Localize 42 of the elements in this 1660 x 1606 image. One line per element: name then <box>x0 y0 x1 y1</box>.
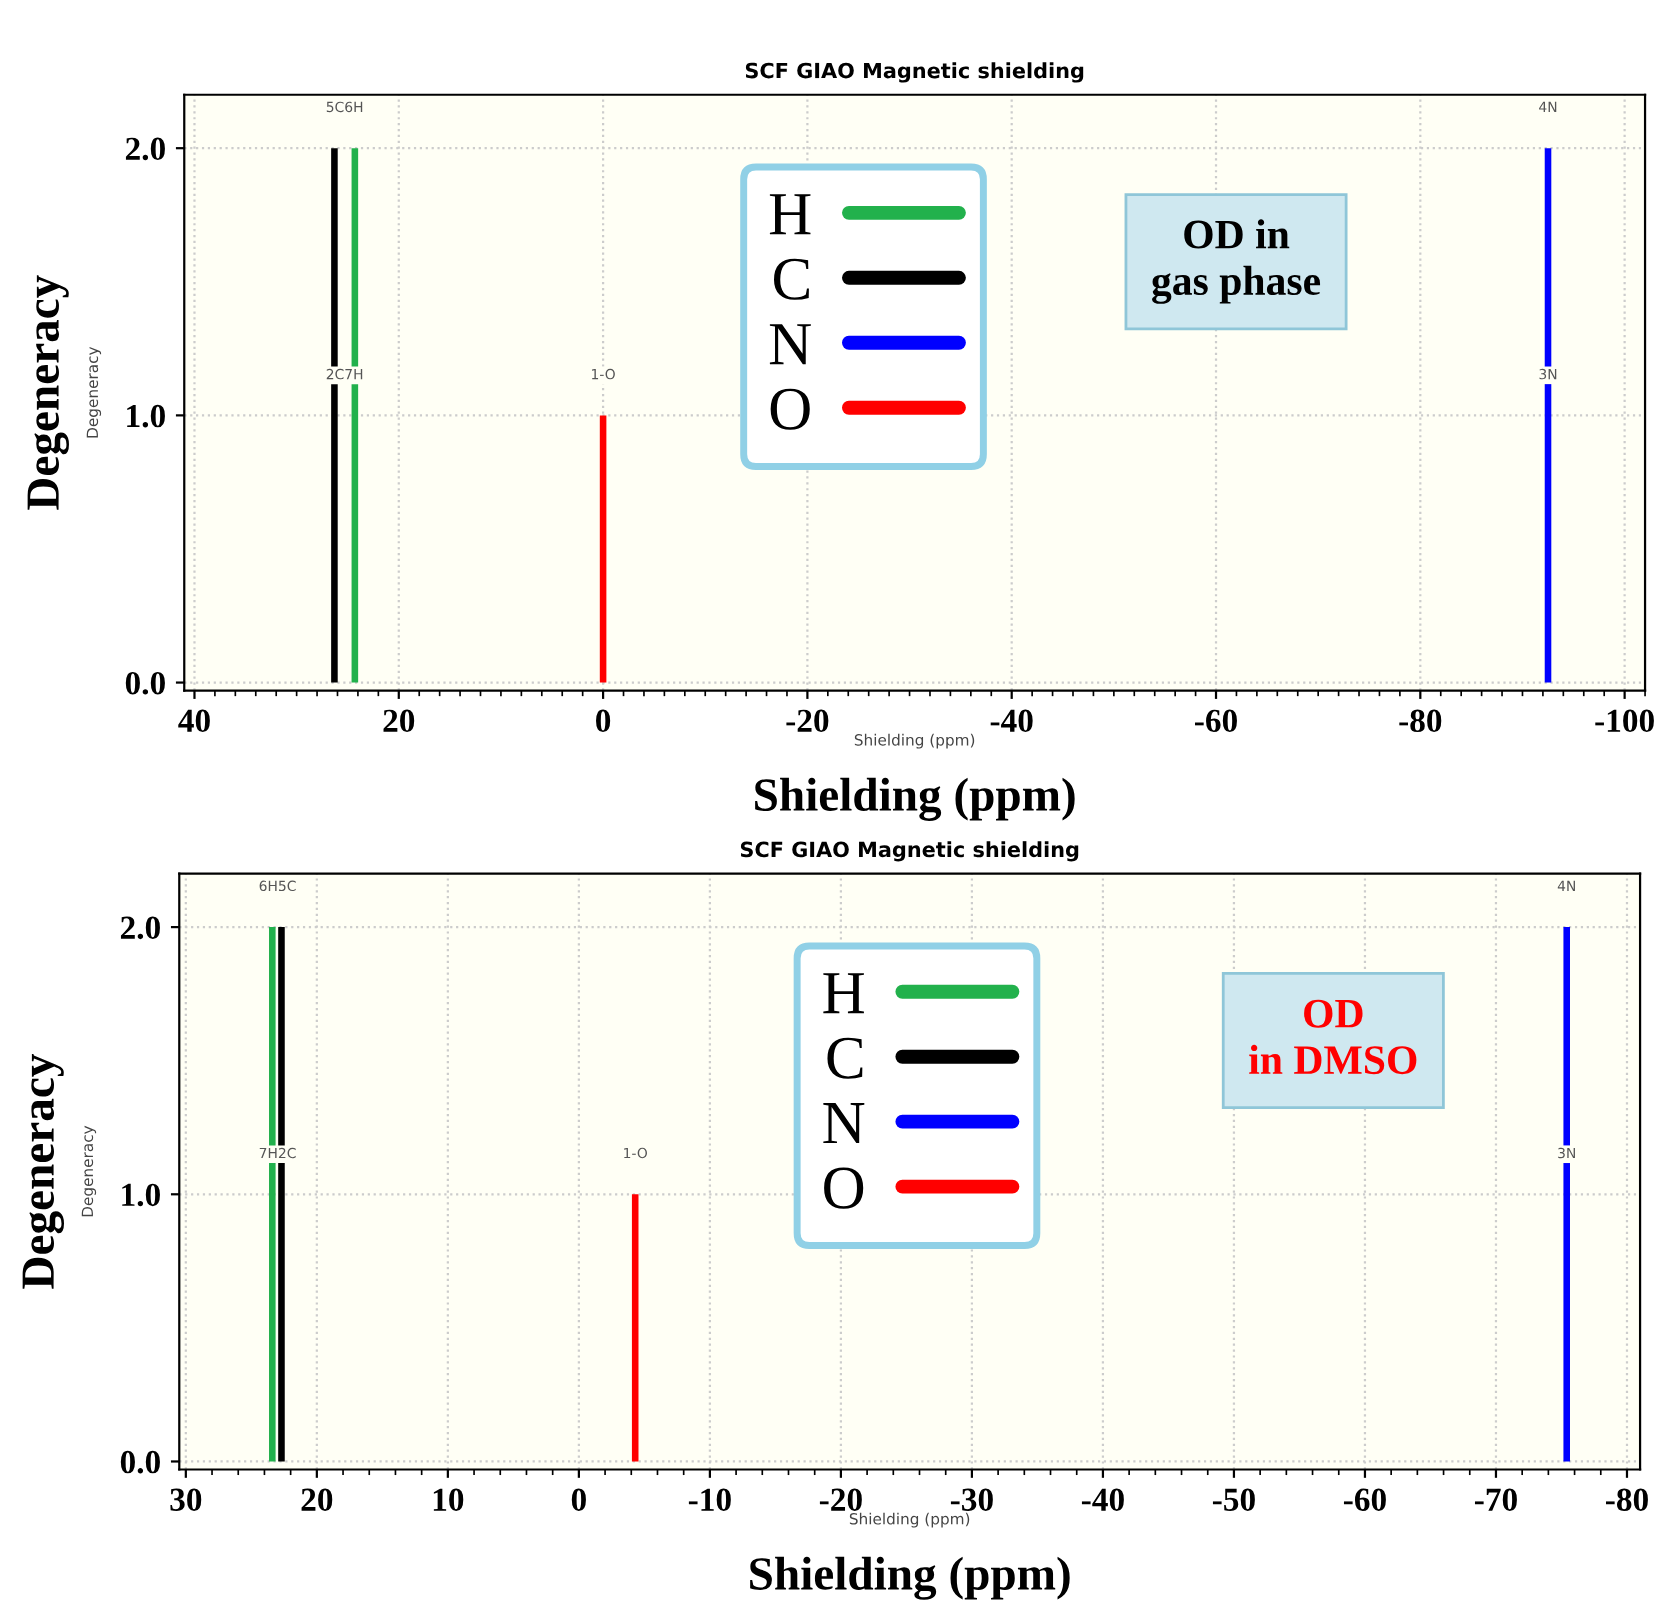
annotation: OD in gas phase <box>1152 219 1321 304</box>
y-axis-title: Degeneracy <box>27 275 69 510</box>
x-tick-label: -70 <box>1474 1488 1517 1511</box>
x-axis-title: Shielding (ppm) <box>755 777 1075 821</box>
x-tick-label: -60 <box>1343 1488 1386 1511</box>
x-tick-label: -80 <box>1605 1488 1648 1511</box>
x-tick-label: 0 <box>571 1488 586 1511</box>
legend-label: H <box>769 194 811 235</box>
x-tick-label: -40 <box>1081 1488 1124 1511</box>
x-tick-label: -20 <box>786 709 829 733</box>
x-tick-label: -100 <box>1595 709 1654 733</box>
x-tick-label: 40 <box>178 709 210 733</box>
chart-title: SCF GIAO Magnetic shielding <box>745 62 1084 83</box>
x-tick-label: 0 <box>596 709 611 733</box>
legend-label: O <box>770 388 810 430</box>
x-tick-label: -20 <box>819 1488 862 1511</box>
x-axis-title: Shielding (ppm) <box>750 1556 1070 1600</box>
legend-label: C <box>827 1037 863 1079</box>
y-tick-label: 2.0 <box>125 137 165 161</box>
legend-label: O <box>824 1167 864 1209</box>
chart-title: SCF GIAO Magnetic shielding <box>740 841 1079 862</box>
x-tick-label: -10 <box>688 1488 731 1511</box>
y-tick-label: 0.0 <box>125 671 165 695</box>
x-tick-label: -80 <box>1399 709 1442 733</box>
x-tick-label: 20 <box>383 709 415 733</box>
y-tick-label: 1.0 <box>122 1183 160 1207</box>
y-axis-title: Degeneracy <box>22 1054 64 1289</box>
y-tick-label: 1.0 <box>127 404 165 428</box>
x-tick-label: -60 <box>1195 709 1237 733</box>
legend-label: H <box>823 973 864 1014</box>
x-tick-label: 30 <box>170 1488 202 1511</box>
legend-label: N <box>823 1103 865 1144</box>
annotation: OD in DMSO <box>1249 999 1417 1075</box>
x-tick-label: -30 <box>950 1488 993 1511</box>
x-tick-label: -40 <box>990 709 1033 733</box>
x-tick-label: -50 <box>1212 1488 1255 1511</box>
x-tick-label: 20 <box>301 1488 333 1511</box>
y-tick-label: 2.0 <box>120 916 160 940</box>
y-tick-label: 0.0 <box>120 1450 160 1474</box>
x-tick-label: 10 <box>433 1488 464 1511</box>
legend-label: C <box>774 258 809 300</box>
legend-label: N <box>769 324 811 365</box>
